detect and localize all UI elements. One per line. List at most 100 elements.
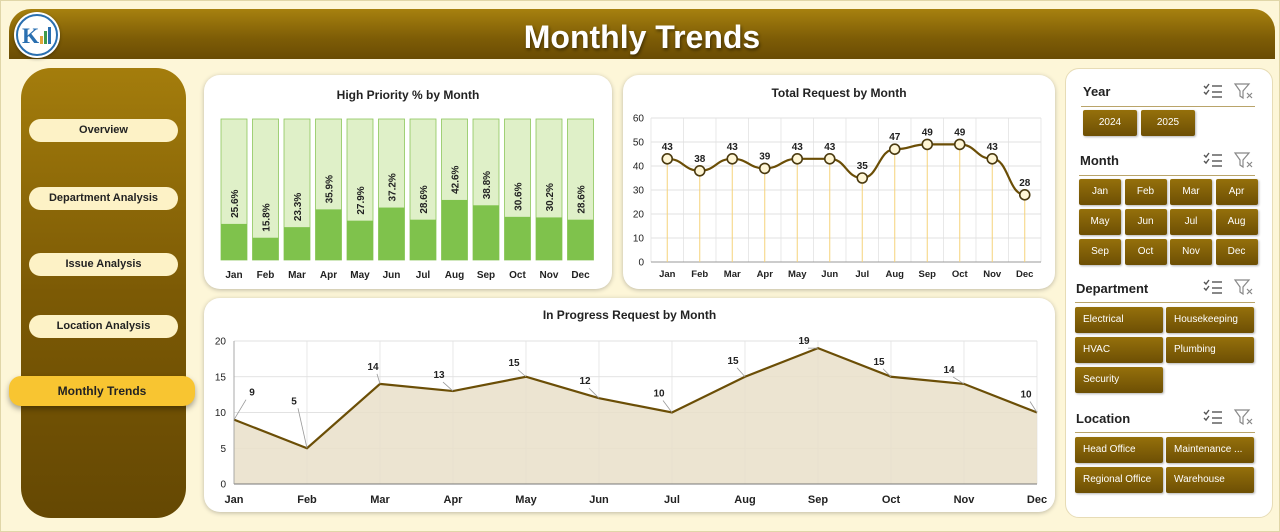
bar [473, 205, 499, 260]
x-tick-label: Jun [383, 270, 401, 281]
location-option-maintenance[interactable]: Maintenance ... [1166, 437, 1254, 463]
month-option-jun[interactable]: Jun [1124, 209, 1167, 235]
x-tick-label: Jan [225, 270, 242, 281]
data-point [888, 143, 901, 155]
data-label: 43 [792, 142, 804, 153]
bar-data-label: 25.6% [230, 189, 241, 217]
header-bar: Monthly Trends [9, 9, 1275, 59]
x-tick-label: Dec [1027, 494, 1047, 506]
nav-overview-button[interactable]: Overview [29, 119, 178, 142]
high-priority-bar-chart: 25.6% Jan 15.8% Feb 23.3% Mar 35.9% Apr 27.9% May… [220, 118, 594, 281]
data-point [693, 165, 706, 177]
month-option-feb[interactable]: Feb [1124, 179, 1167, 205]
department-option-housekeeping[interactable]: Housekeeping [1166, 307, 1254, 333]
leader-line [376, 373, 381, 385]
x-tick-label: Jan [225, 494, 244, 506]
data-label: 47 [889, 132, 901, 143]
month-option-sep[interactable]: Sep [1079, 239, 1121, 265]
y-tick-label: 50 [633, 138, 645, 149]
x-tick-label: Mar [370, 494, 390, 506]
y-tick-label: 0 [220, 480, 226, 491]
total-request-chart-card: Total Request by Month 0 10 20 30 40 50 60 43 Ja… [623, 75, 1055, 289]
x-tick-label: Apr [757, 269, 774, 280]
bar-data-label: 27.9% [356, 186, 367, 214]
data-label: 15 [508, 358, 520, 369]
data-label: 43 [987, 142, 999, 153]
month-option-mar[interactable]: Mar [1170, 179, 1212, 205]
bar-data-label: 30.2% [545, 183, 556, 211]
department-option-electrical[interactable]: Electrical [1075, 307, 1163, 333]
leader-line [233, 399, 247, 420]
month-option-nov[interactable]: Nov [1170, 239, 1212, 265]
y-tick-label: 0 [638, 258, 644, 269]
nav-department-analysis-button[interactable]: Department Analysis [29, 187, 178, 210]
bar [315, 209, 342, 260]
x-tick-label: Aug [734, 494, 755, 506]
department-slicer-title: Department [1076, 281, 1149, 296]
y-tick-label: 40 [633, 162, 645, 173]
data-label: 39 [759, 151, 771, 162]
y-tick-label: 20 [633, 210, 645, 221]
x-tick-label: Jun [589, 494, 609, 506]
location-clear-filter-icon[interactable] [1233, 408, 1255, 426]
month-multi-select-icon[interactable] [1202, 151, 1224, 169]
month-option-may[interactable]: May [1079, 209, 1121, 235]
department-option-hvac[interactable]: HVAC [1075, 337, 1163, 363]
data-label: 14 [367, 362, 379, 373]
data-point [856, 172, 869, 184]
data-label: 49 [922, 127, 934, 138]
x-tick-label: Jul [664, 494, 680, 506]
y-tick-label: 10 [633, 234, 645, 245]
bar [378, 207, 405, 260]
month-option-oct[interactable]: Oct [1124, 239, 1167, 265]
leader-line [588, 387, 600, 399]
x-tick-label: Nov [540, 270, 559, 281]
month-clear-filter-icon[interactable] [1233, 151, 1255, 169]
month-option-jul[interactable]: Jul [1170, 209, 1212, 235]
logo-icon: K [16, 14, 58, 56]
leader-line [662, 400, 673, 413]
nav-issue-analysis-button[interactable]: Issue Analysis [29, 253, 178, 276]
x-tick-label: Aug [445, 270, 464, 281]
department-multi-select-icon[interactable] [1202, 278, 1224, 296]
department-option-security[interactable]: Security [1075, 367, 1163, 393]
month-option-apr[interactable]: Apr [1215, 179, 1258, 205]
year-slicer-title: Year [1083, 84, 1111, 99]
nav-monthly-trends-button[interactable]: Monthly Trends [9, 376, 195, 406]
department-option-plumbing[interactable]: Plumbing [1166, 337, 1254, 363]
in-progress-chart-title: In Progress Request by Month [542, 308, 717, 322]
month-option-aug[interactable]: Aug [1215, 209, 1258, 235]
x-tick-label: Oct [882, 494, 901, 506]
svg-text:K: K [22, 23, 39, 48]
location-option-warehouse[interactable]: Warehouse [1166, 467, 1254, 493]
year-multi-select-icon[interactable] [1202, 82, 1224, 100]
month-option-dec[interactable]: Dec [1215, 239, 1258, 265]
bar [536, 217, 562, 260]
x-tick-label: Mar [724, 269, 741, 280]
location-option-head-office[interactable]: Head Office [1075, 437, 1163, 463]
year-clear-filter-icon[interactable] [1233, 82, 1255, 100]
year-option-2024[interactable]: 2024 [1083, 110, 1137, 136]
bar-data-label: 23.3% [293, 193, 304, 221]
data-label: 14 [943, 365, 955, 376]
data-label: 9 [249, 388, 255, 399]
data-label: 35 [857, 161, 869, 172]
month-option-jan[interactable]: Jan [1079, 179, 1121, 205]
x-tick-label: Dec [1016, 269, 1033, 280]
data-point [953, 138, 966, 151]
total-request-chart-title: Total Request by Month [771, 86, 907, 100]
data-label: 38 [694, 154, 706, 165]
x-tick-label: Feb [257, 270, 275, 281]
y-tick-label: 5 [220, 444, 226, 455]
department-clear-filter-icon[interactable] [1233, 278, 1255, 296]
data-label: 12 [579, 376, 591, 387]
data-label: 28 [1019, 178, 1031, 189]
bar [410, 219, 436, 260]
nav-location-analysis-button[interactable]: Location Analysis [29, 315, 178, 338]
location-multi-select-icon[interactable] [1202, 408, 1224, 426]
y-tick-label: 15 [215, 372, 227, 383]
year-option-2025[interactable]: 2025 [1141, 110, 1195, 136]
bar-data-label: 38.8% [482, 171, 493, 199]
location-option-regional-office[interactable]: Regional Office [1075, 467, 1163, 493]
